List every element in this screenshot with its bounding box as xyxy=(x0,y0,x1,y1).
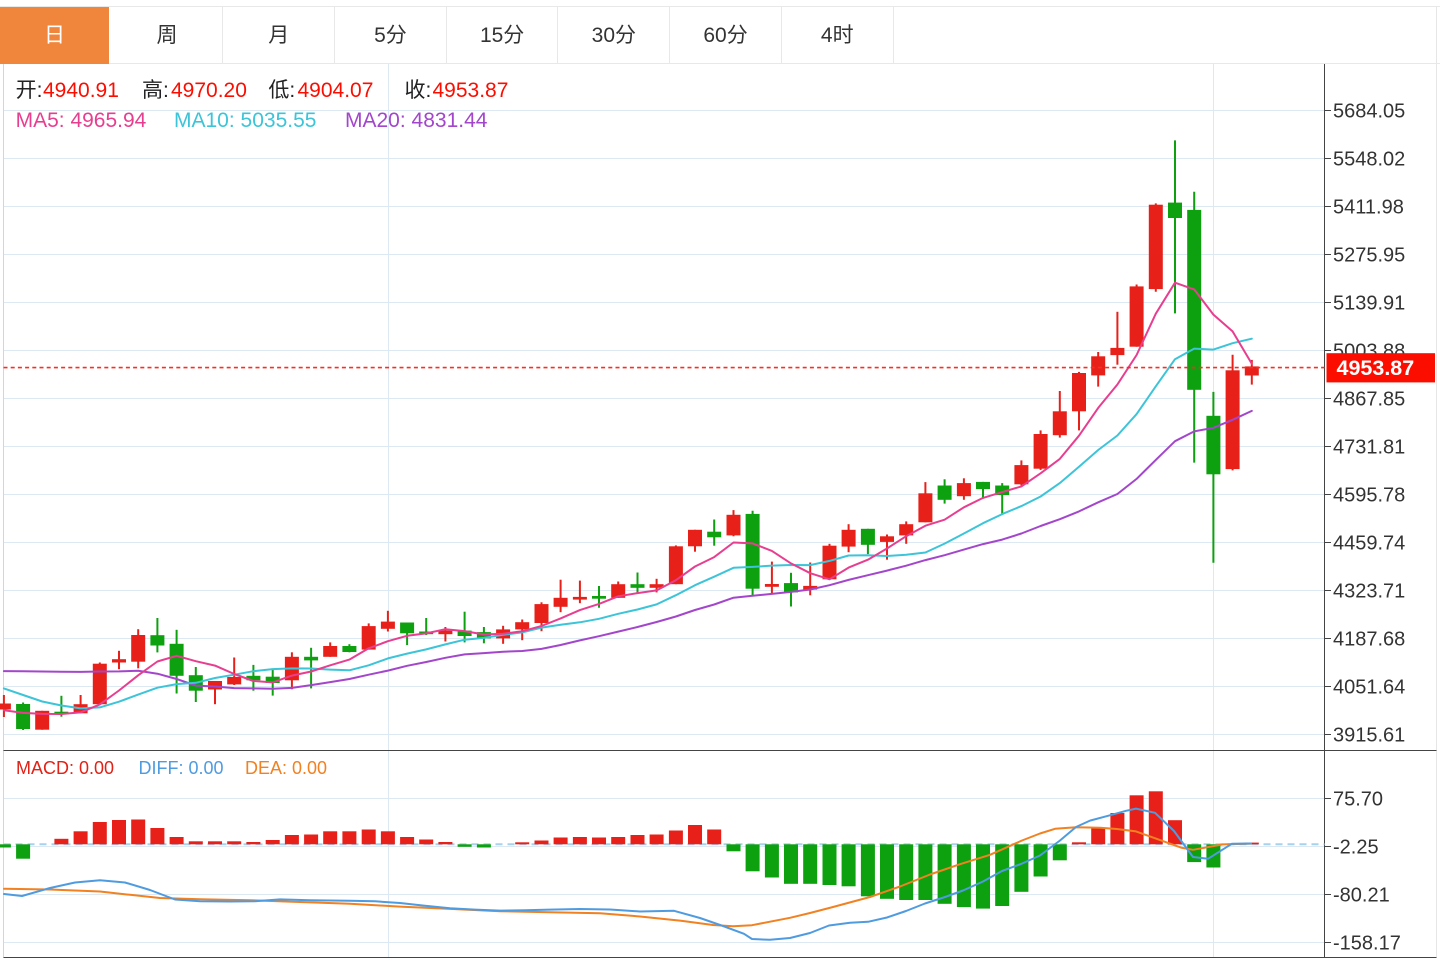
svg-text:5548.02: 5548.02 xyxy=(1333,149,1405,171)
svg-text:3915.61: 3915.61 xyxy=(1333,725,1405,747)
svg-text:5275.95: 5275.95 xyxy=(1333,245,1405,267)
svg-text:4867.85: 4867.85 xyxy=(1333,389,1405,411)
svg-text:-2.25: -2.25 xyxy=(1333,837,1379,859)
svg-text:开:高:低:收:: 开: 高: 低: 收: xyxy=(16,79,432,102)
svg-text:4187.68: 4187.68 xyxy=(1333,629,1405,651)
svg-text:4731.81: 4731.81 xyxy=(1333,437,1405,459)
svg-text:4595.78: 4595.78 xyxy=(1333,485,1405,507)
svg-text:4051.64: 4051.64 xyxy=(1333,677,1405,699)
svg-text:-80.21: -80.21 xyxy=(1333,885,1390,907)
svg-text:5411.98: 5411.98 xyxy=(1333,197,1404,219)
svg-text:5684.05: 5684.05 xyxy=(1333,101,1405,123)
svg-text:-158.17: -158.17 xyxy=(1333,933,1401,955)
svg-text:4459.74: 4459.74 xyxy=(1333,533,1405,555)
svg-text:4953.87: 4953.87 xyxy=(1337,356,1415,380)
svg-text:5139.91: 5139.91 xyxy=(1333,293,1405,315)
svg-text:4323.71: 4323.71 xyxy=(1333,581,1405,603)
svg-text:75.70: 75.70 xyxy=(1333,789,1383,811)
